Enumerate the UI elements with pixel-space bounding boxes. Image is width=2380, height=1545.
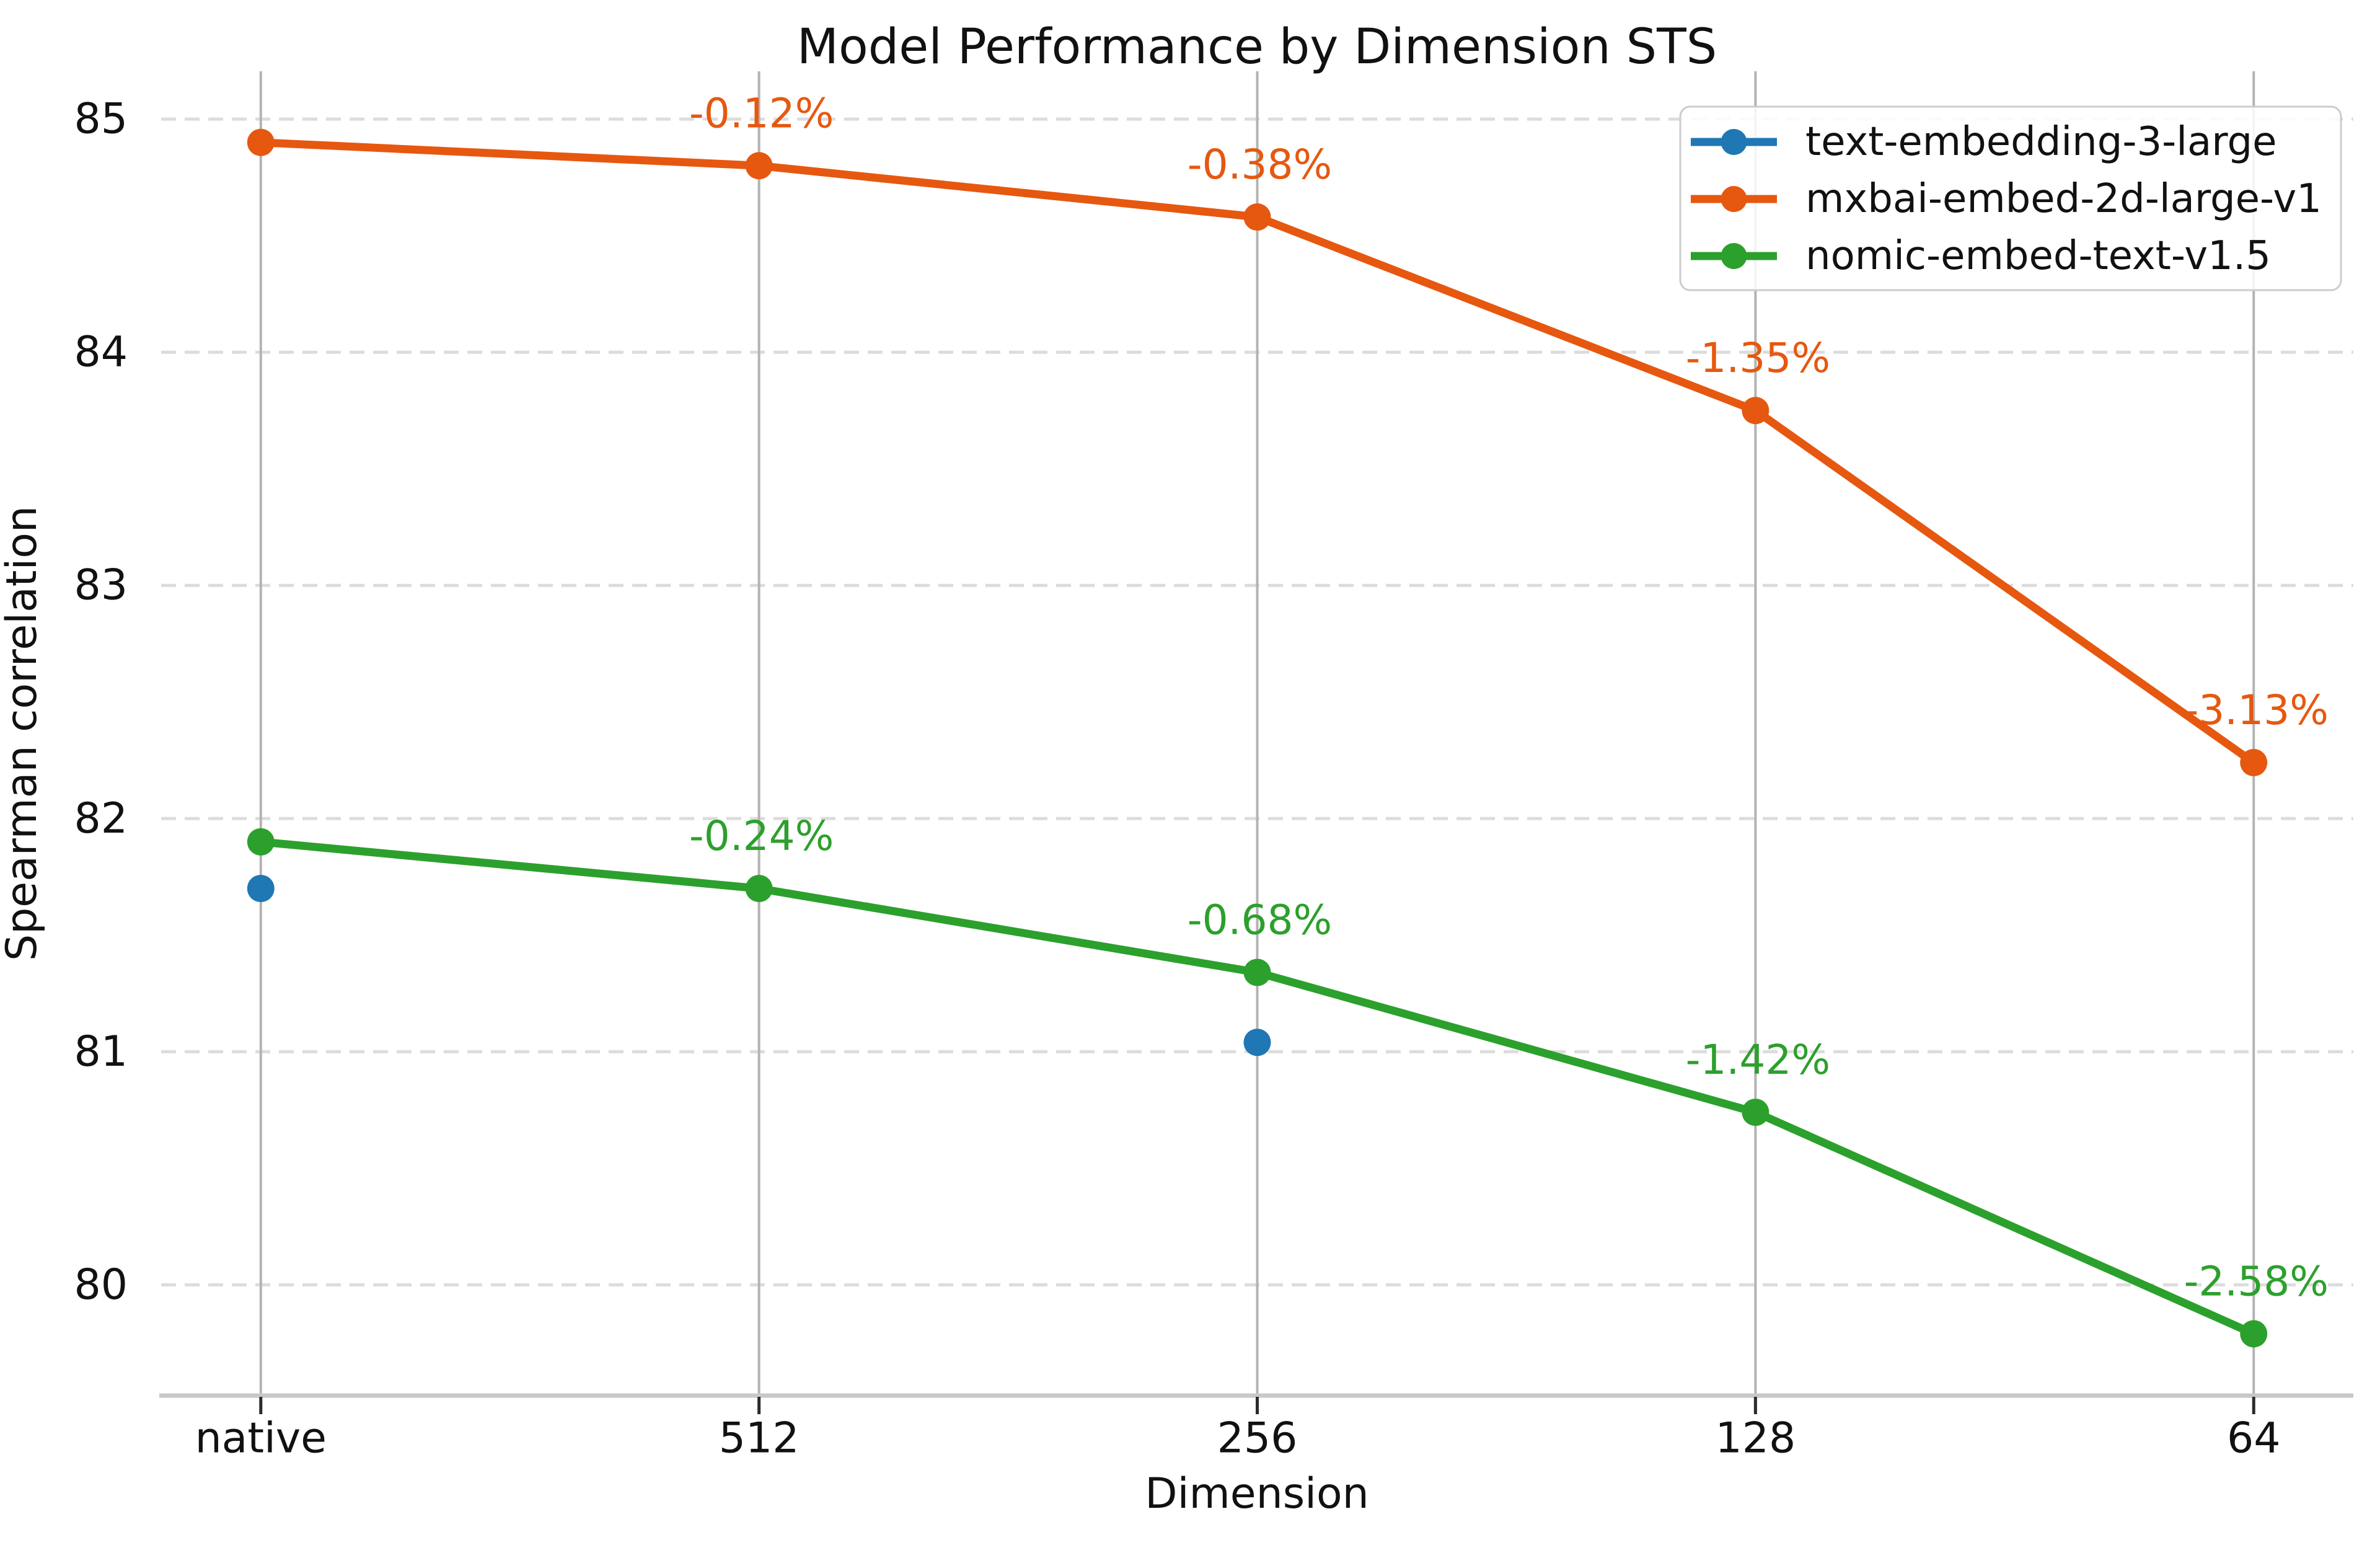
- legend-marker-dot: [1721, 186, 1747, 212]
- point-annotation: -0.12%: [689, 89, 834, 137]
- data-point: [247, 875, 275, 903]
- data-point: [1742, 1099, 1770, 1127]
- y-tick-label: 83: [74, 561, 128, 610]
- legend-label: mxbai-embed-2d-large-v1: [1805, 176, 2322, 222]
- y-axis-tick-labels: 80 81 82 83 84 85: [74, 95, 128, 1309]
- x-tick-label: 256: [1217, 1414, 1298, 1463]
- legend-label: text-embedding-3-large: [1805, 119, 2276, 165]
- x-tick-label: 512: [719, 1414, 800, 1463]
- data-point: [247, 828, 275, 856]
- y-tick-label: 85: [74, 95, 128, 144]
- legend-marker-dot: [1721, 243, 1747, 269]
- vertical-gridlines: [259, 71, 2255, 1396]
- x-axis-label: Dimension: [1145, 1469, 1368, 1518]
- x-tick-label: 128: [1715, 1414, 1796, 1463]
- data-series: [247, 128, 2268, 1348]
- y-tick-label: 81: [74, 1027, 128, 1076]
- legend-item: text-embedding-3-large: [1691, 119, 2276, 165]
- point-annotation: -1.35%: [1686, 334, 1830, 382]
- x-tick-label: native: [195, 1414, 327, 1463]
- point-annotation: -0.38%: [1188, 141, 1332, 188]
- data-point: [745, 875, 773, 903]
- point-annotation: -1.42%: [1686, 1036, 1830, 1084]
- point-annotations: -0.12% -0.38% -1.35% -3.13% -0.24% -0.68% -1.4…: [689, 89, 2329, 1305]
- point-annotation: -0.68%: [1188, 896, 1332, 944]
- legend-item: nomic-embed-text-v1.5: [1691, 233, 2271, 279]
- data-point: [1243, 1029, 1271, 1056]
- point-annotation: -3.13%: [2184, 686, 2328, 734]
- data-point: [2240, 1320, 2268, 1348]
- legend-label: nomic-embed-text-v1.5: [1805, 233, 2271, 279]
- legend-item: mxbai-embed-2d-large-v1: [1691, 176, 2322, 222]
- data-point: [745, 152, 773, 180]
- x-tick-label: 64: [2227, 1414, 2281, 1463]
- data-point: [1243, 203, 1271, 231]
- series-text-embedding-3-large: [247, 875, 1271, 1056]
- series-nomic-embed-text-v1.5: [247, 828, 2268, 1348]
- legend-marker-dot: [1721, 129, 1747, 155]
- point-annotation: -0.24%: [689, 812, 834, 860]
- y-tick-label: 82: [74, 794, 128, 843]
- data-point: [1742, 397, 1770, 425]
- x-axis-tick-labels: native 512 256 128 64: [195, 1414, 2281, 1463]
- legend: text-embedding-3-large mxbai-embed-2d-lar…: [1679, 105, 2342, 291]
- series-mxbai-embed-2d-large-v1: [247, 128, 2268, 777]
- legend-rows: text-embedding-3-large mxbai-embed-2d-lar…: [1691, 119, 2322, 279]
- x-axis-tick-marks: [259, 1397, 2255, 1414]
- data-point: [2240, 749, 2268, 777]
- legend-box: [1679, 105, 2342, 291]
- y-tick-label: 84: [74, 328, 128, 377]
- data-point: [1243, 958, 1271, 986]
- y-tick-label: 80: [74, 1260, 128, 1309]
- chart-title: Model Performance by Dimension STS: [797, 19, 1717, 75]
- data-point: [247, 128, 275, 156]
- y-axis-label: Spearman correlation: [0, 506, 46, 961]
- point-annotation: -2.58%: [2184, 1257, 2328, 1305]
